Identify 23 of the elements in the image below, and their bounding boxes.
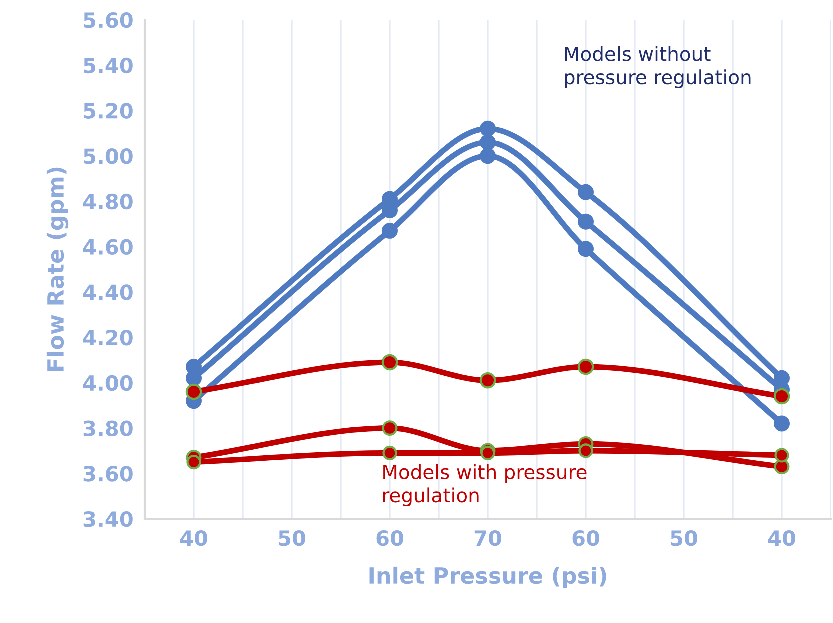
y-tick-label: 3.80 xyxy=(84,420,133,436)
annotation: Models without pressure regulation xyxy=(565,46,751,88)
x-tick-label: 40 xyxy=(768,530,796,546)
x-axis-title: Inlet Pressure (psi) xyxy=(370,566,606,588)
y-tick-label: 4.60 xyxy=(83,239,133,256)
y-tick-label: 5.20 xyxy=(84,103,133,119)
y-tick-label: 5.00 xyxy=(84,148,133,164)
y-tick-label: 4.20 xyxy=(83,330,133,346)
x-tick-label: 60 xyxy=(572,530,600,546)
y-tick-label: 4.40 xyxy=(83,284,133,300)
x-tick-label: 40 xyxy=(180,530,208,546)
x-tick-label: 50 xyxy=(671,530,698,546)
annotation: Models with pressure regulation xyxy=(383,464,587,507)
y-tick-label: 5.40 xyxy=(84,58,133,74)
x-tick-label: 70 xyxy=(474,530,502,546)
y-axis-title: Flow Rate (gpm) xyxy=(46,168,69,372)
y-tick-label: 3.40 xyxy=(84,511,133,528)
x-tick-label: 60 xyxy=(376,530,404,546)
y-tick-label: 3.60 xyxy=(84,466,133,482)
y-tick-label: 4.80 xyxy=(83,194,133,210)
y-tick-label: 5.60 xyxy=(84,12,133,28)
x-tick-label: 50 xyxy=(279,530,306,546)
y-tick-label: 4.00 xyxy=(83,375,133,392)
